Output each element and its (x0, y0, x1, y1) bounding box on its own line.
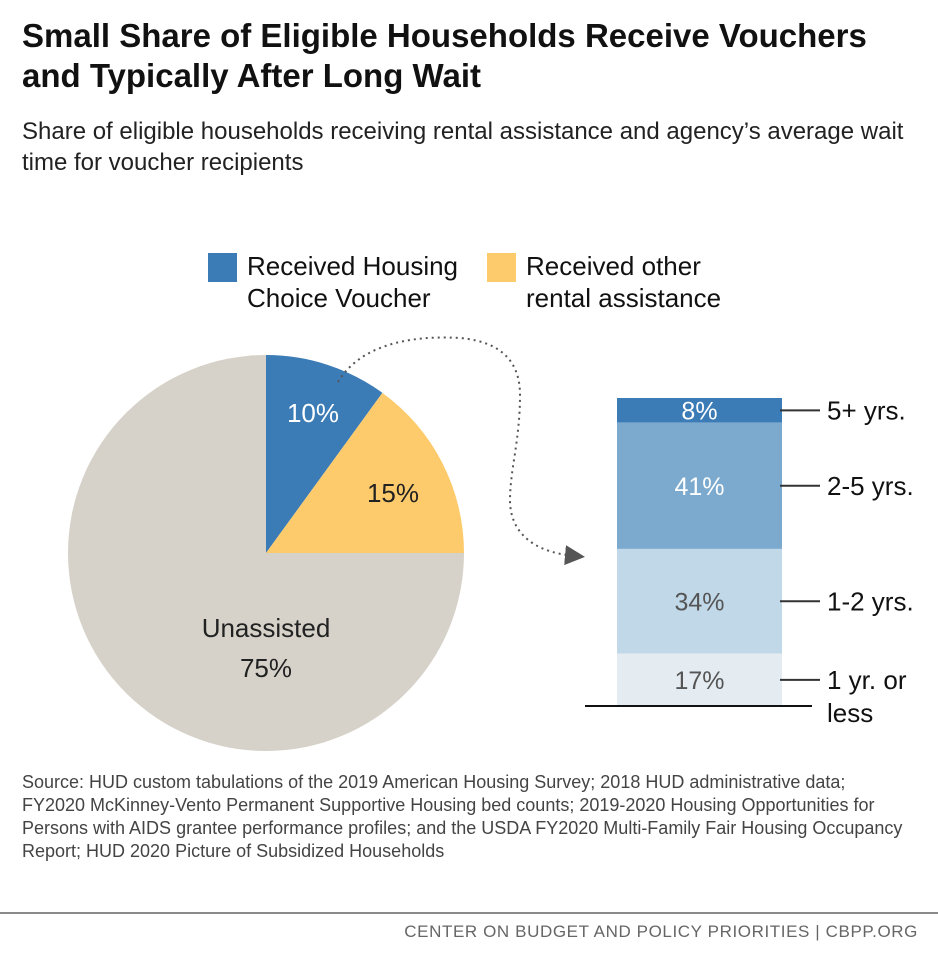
bar-segment-1-2-yrs (617, 548, 782, 654)
pie-label-other-assistance: 15% (367, 478, 419, 508)
wait-time-stacked-bar: 8% 5+ yrs. 41% 2-5 yrs. 34% 1-2 yrs. 17% 1 yr. … (585, 395, 914, 728)
bar-value-1-yr-or-less: 17% (674, 667, 724, 695)
bar-category-5plus-yrs: 5+ yrs. (827, 395, 906, 425)
chart-subtitle: Share of eligible households receiving r… (22, 118, 904, 176)
legend-label-voucher: Received Housing Choice Voucher (247, 251, 459, 313)
bar-segment-5plus-yrs (617, 398, 782, 423)
bar-segment-2-5-yrs (617, 422, 782, 549)
bar-segment-1-yr-or-less (617, 653, 782, 706)
bar-category-2-5-yrs: 2-5 yrs. (827, 471, 914, 501)
legend-item-other-assistance: Received other rental assistance (487, 250, 747, 314)
chart-title: Small Share of Eligible Households Recei… (22, 17, 867, 94)
bar-value-5plus-yrs: 8% (681, 397, 717, 425)
pie-chart: 10% 15% Unassisted 75% (68, 355, 464, 751)
pie-slice-other-assistance (266, 392, 464, 553)
bar-category-1-yr-or-less: 1 yr. or less (827, 665, 907, 728)
connector-arrow (337, 336, 585, 566)
bar-category-1-2-yrs: 1-2 yrs. (827, 586, 914, 616)
footer-credit: CENTER ON BUDGET AND POLICY PRIORITIES |… (404, 922, 918, 941)
legend-swatch-voucher (208, 253, 237, 282)
pie-label-unassisted-name: Unassisted (202, 613, 331, 643)
chart-area: 10% 15% Unassisted 75% 8% 5+ yrs. 41% 2-5 yrs.… (68, 336, 914, 751)
legend-item-voucher: Received Housing Choice Voucher (208, 250, 483, 314)
footer-divider (0, 912, 938, 914)
pie-label-voucher: 10% (287, 398, 339, 428)
legend-label-other-assistance: Received other rental assistance (526, 251, 722, 313)
source-note: Source: HUD custom tabulations of the 20… (22, 772, 903, 861)
bar-value-1-2-yrs: 34% (674, 588, 724, 616)
legend-swatch-other-assistance (487, 253, 516, 282)
pie-label-unassisted-value: 75% (240, 653, 292, 683)
bar-value-2-5-yrs: 41% (674, 473, 724, 501)
pie-slice-voucher (266, 355, 383, 553)
pie-slice-unassisted (68, 355, 464, 751)
